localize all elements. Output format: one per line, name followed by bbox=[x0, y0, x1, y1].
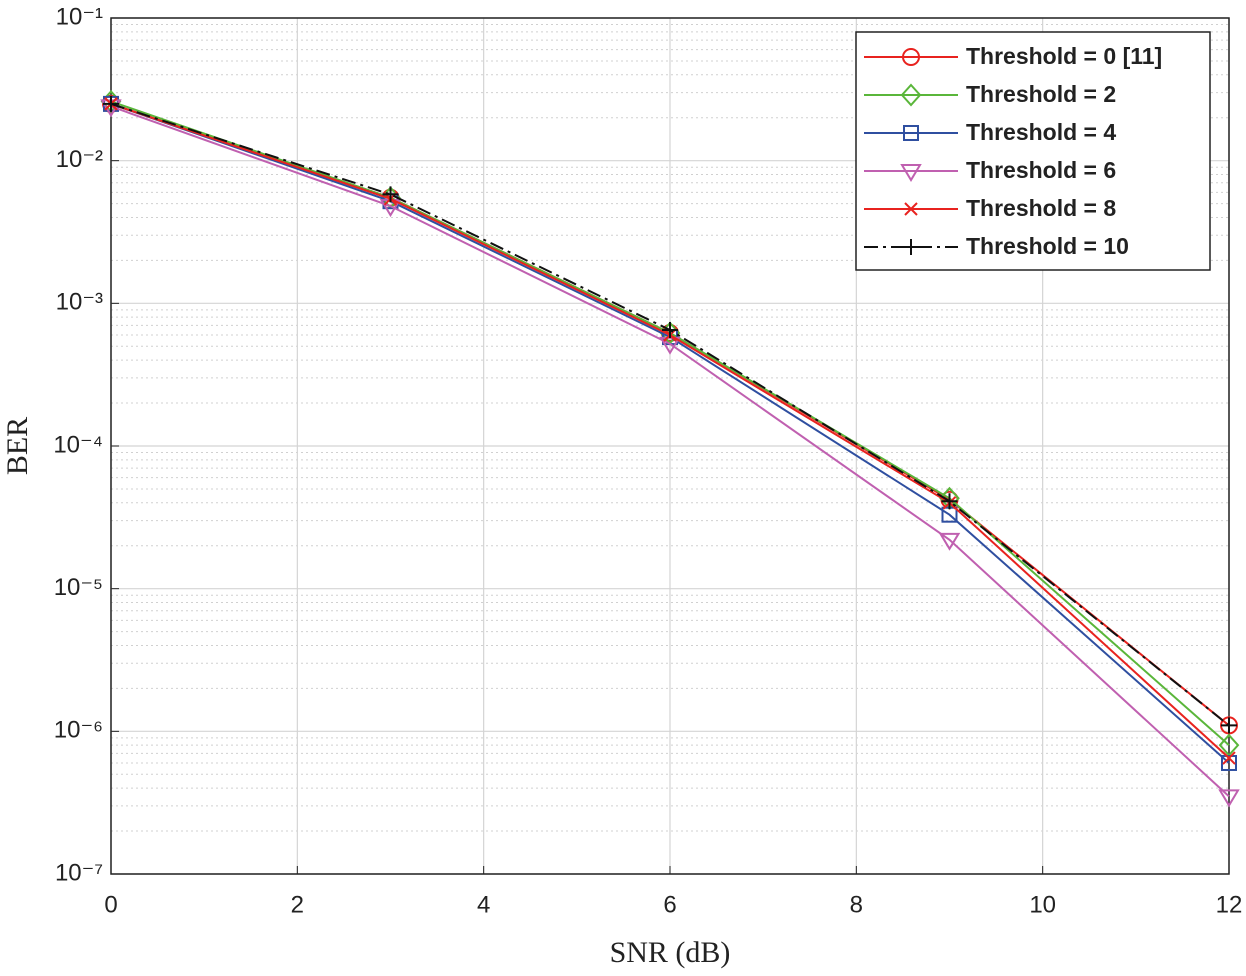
legend-label: Threshold = 2 bbox=[966, 81, 1116, 107]
marker bbox=[662, 322, 678, 339]
y-axis-label: BER bbox=[1, 417, 34, 475]
legend-label: Threshold = 0 [11] bbox=[966, 43, 1162, 69]
x-tick-label: 8 bbox=[850, 891, 863, 918]
legend-marker bbox=[903, 125, 919, 141]
y-tick-label: 10⁻⁶ bbox=[54, 717, 103, 744]
legend-marker bbox=[900, 83, 922, 107]
y-tick-label: 10⁻¹ bbox=[56, 3, 103, 30]
marker bbox=[382, 186, 399, 203]
legend-marker bbox=[904, 202, 918, 216]
legend-label: Threshold = 10 bbox=[966, 233, 1129, 259]
marker bbox=[1221, 754, 1237, 771]
y-tick-label: 10⁻⁴ bbox=[53, 431, 103, 458]
legend: Threshold = 0 [11] Threshold = 2 Threshold… bbox=[855, 31, 1211, 271]
marker bbox=[1221, 717, 1237, 734]
x-tick-label: 6 bbox=[663, 891, 676, 918]
y-tick-label: 10⁻³ bbox=[56, 289, 103, 316]
x-tick-label: 4 bbox=[477, 891, 490, 918]
legend-box bbox=[855, 31, 1211, 271]
marker bbox=[103, 95, 119, 112]
x-tick-label: 12 bbox=[1216, 891, 1243, 918]
legend-marker bbox=[900, 164, 922, 182]
x-tick-label: 2 bbox=[291, 891, 304, 918]
y-tick-label: 10⁻⁷ bbox=[55, 859, 103, 886]
legend-marker bbox=[902, 48, 920, 66]
legend-label: Threshold = 8 bbox=[966, 195, 1116, 221]
marker bbox=[938, 532, 961, 551]
marker bbox=[941, 493, 958, 510]
x-axis-label: SNR (dB) bbox=[610, 936, 731, 969]
legend-label: Threshold = 6 bbox=[966, 157, 1116, 183]
series-line bbox=[110, 105, 1230, 798]
y-tick-label: 10⁻² bbox=[56, 146, 103, 173]
marker bbox=[1222, 751, 1236, 765]
x-tick-label: 10 bbox=[1029, 891, 1056, 918]
legend-label: Threshold = 4 bbox=[966, 119, 1116, 145]
plot-frame bbox=[110, 17, 1230, 875]
y-tick-label: 10⁻⁵ bbox=[54, 574, 103, 601]
marker bbox=[1218, 789, 1240, 808]
x-tick-label: 0 bbox=[104, 891, 117, 918]
legend-marker bbox=[903, 239, 919, 255]
